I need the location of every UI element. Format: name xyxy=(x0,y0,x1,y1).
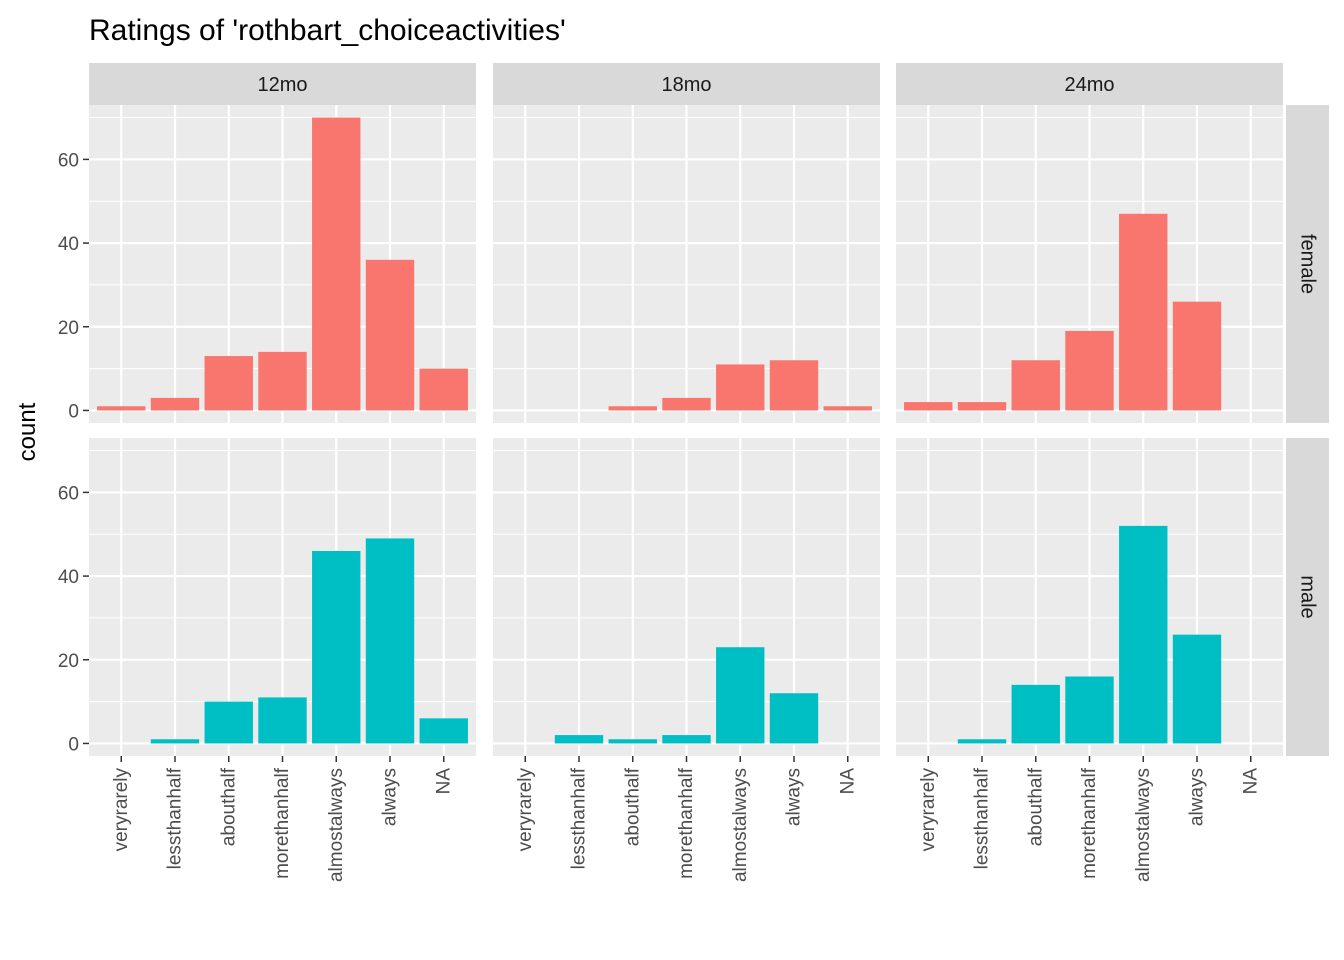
facet-strip-24mo xyxy=(896,63,1283,105)
facet-strip-female xyxy=(1286,105,1329,423)
bar-female-18mo-morethanhalf xyxy=(662,397,711,411)
x-tick-label: morethanhalf xyxy=(1079,767,1100,879)
x-tick-label: abouthalf xyxy=(622,767,643,846)
x-tick-label: abouthalf xyxy=(218,767,239,846)
y-tick-label: 0 xyxy=(68,734,79,755)
bar-female-24mo-lessthanhalf xyxy=(957,402,1007,411)
bar-female-12mo-abouthalf xyxy=(204,356,253,411)
bar-male-18mo-lessthanhalf xyxy=(554,735,604,744)
bar-male-18mo-almostalways xyxy=(716,647,765,744)
x-tick-label: always xyxy=(380,768,401,826)
bar-female-24mo-morethanhalf xyxy=(1065,330,1114,411)
bar-female-18mo-always xyxy=(769,360,819,411)
bar-male-24mo-always xyxy=(1172,634,1222,744)
bar-male-12mo-NA xyxy=(419,718,468,744)
bar-female-18mo-NA xyxy=(823,406,872,411)
x-tick-label: lessthanhalf xyxy=(165,767,186,869)
x-tick-label: NA xyxy=(1240,768,1261,795)
x-tick-label: almostalways xyxy=(730,768,751,882)
bar-male-12mo-always xyxy=(365,538,415,744)
bar-male-24mo-abouthalf xyxy=(1011,684,1060,744)
y-tick-label: 60 xyxy=(58,150,79,171)
x-tick-label: abouthalf xyxy=(1025,767,1046,846)
x-tick-label: lessthanhalf xyxy=(569,767,590,869)
facet-strip-18mo xyxy=(493,63,880,105)
x-tick-label: lessthanhalf xyxy=(972,767,993,869)
bar-female-12mo-always xyxy=(365,259,415,411)
y-tick-label: 0 xyxy=(68,401,79,422)
bar-male-18mo-abouthalf xyxy=(608,739,657,744)
x-tick-label: NA xyxy=(837,768,858,795)
facet-strip-label: 24mo xyxy=(1064,74,1114,96)
facet-strip-label: 12mo xyxy=(257,74,307,96)
bar-male-24mo-almostalways xyxy=(1119,525,1168,744)
bar-female-24mo-always xyxy=(1172,301,1222,411)
facet-strip-label: male xyxy=(1297,575,1319,618)
bar-male-12mo-almostalways xyxy=(312,550,361,744)
bar-male-12mo-morethanhalf xyxy=(258,697,307,744)
plot-area: 12mo 18mo 24mo female male 0 20 40 60 0 20 40 60 very… xyxy=(58,63,1329,882)
y-tick-label: 20 xyxy=(58,318,79,339)
x-tick-label: NA xyxy=(433,768,454,795)
bar-female-24mo-veryrarely xyxy=(904,402,953,411)
bar-male-24mo-lessthanhalf xyxy=(957,739,1007,744)
x-tick-label: morethanhalf xyxy=(676,767,697,879)
bar-female-12mo-NA xyxy=(419,368,468,411)
y-tick-label: 60 xyxy=(58,483,79,504)
x-tick-label: veryrarely xyxy=(111,768,132,852)
bar-male-24mo-morethanhalf xyxy=(1065,676,1114,744)
x-tick-label: morethanhalf xyxy=(272,767,293,879)
bar-female-12mo-morethanhalf xyxy=(258,351,307,411)
x-tick-label: always xyxy=(784,768,805,826)
bar-male-18mo-always xyxy=(769,693,819,744)
bar-female-24mo-almostalways xyxy=(1119,213,1168,411)
bar-female-12mo-lessthanhalf xyxy=(150,397,200,411)
x-tick-label: almostalways xyxy=(326,768,347,882)
bar-female-24mo-abouthalf xyxy=(1011,360,1060,411)
x-tick-label: veryrarely xyxy=(918,768,939,852)
bar-male-12mo-abouthalf xyxy=(204,701,253,744)
y-axis-title: count xyxy=(14,402,41,461)
bar-male-12mo-lessthanhalf xyxy=(150,739,200,744)
y-tick-label: 40 xyxy=(58,234,79,255)
facet-strip-label: 18mo xyxy=(661,74,711,96)
facet-strip-label: female xyxy=(1297,234,1319,294)
bar-female-12mo-veryrarely xyxy=(97,406,146,411)
x-tick-label: always xyxy=(1187,768,1208,826)
bar-female-12mo-almostalways xyxy=(312,117,361,411)
y-tick-label: 20 xyxy=(58,651,79,672)
chart-title: Ratings of 'rothbart_choiceactivities' xyxy=(89,14,566,47)
facet-strip-12mo xyxy=(89,63,476,105)
bar-female-18mo-abouthalf xyxy=(608,406,657,411)
bar-male-18mo-morethanhalf xyxy=(662,735,711,744)
x-tick-label: almostalways xyxy=(1133,768,1154,882)
x-tick-label: veryrarely xyxy=(515,768,536,852)
facet-strip-male xyxy=(1286,438,1329,756)
y-tick-label: 40 xyxy=(58,567,79,588)
bar-female-18mo-almostalways xyxy=(716,364,765,411)
